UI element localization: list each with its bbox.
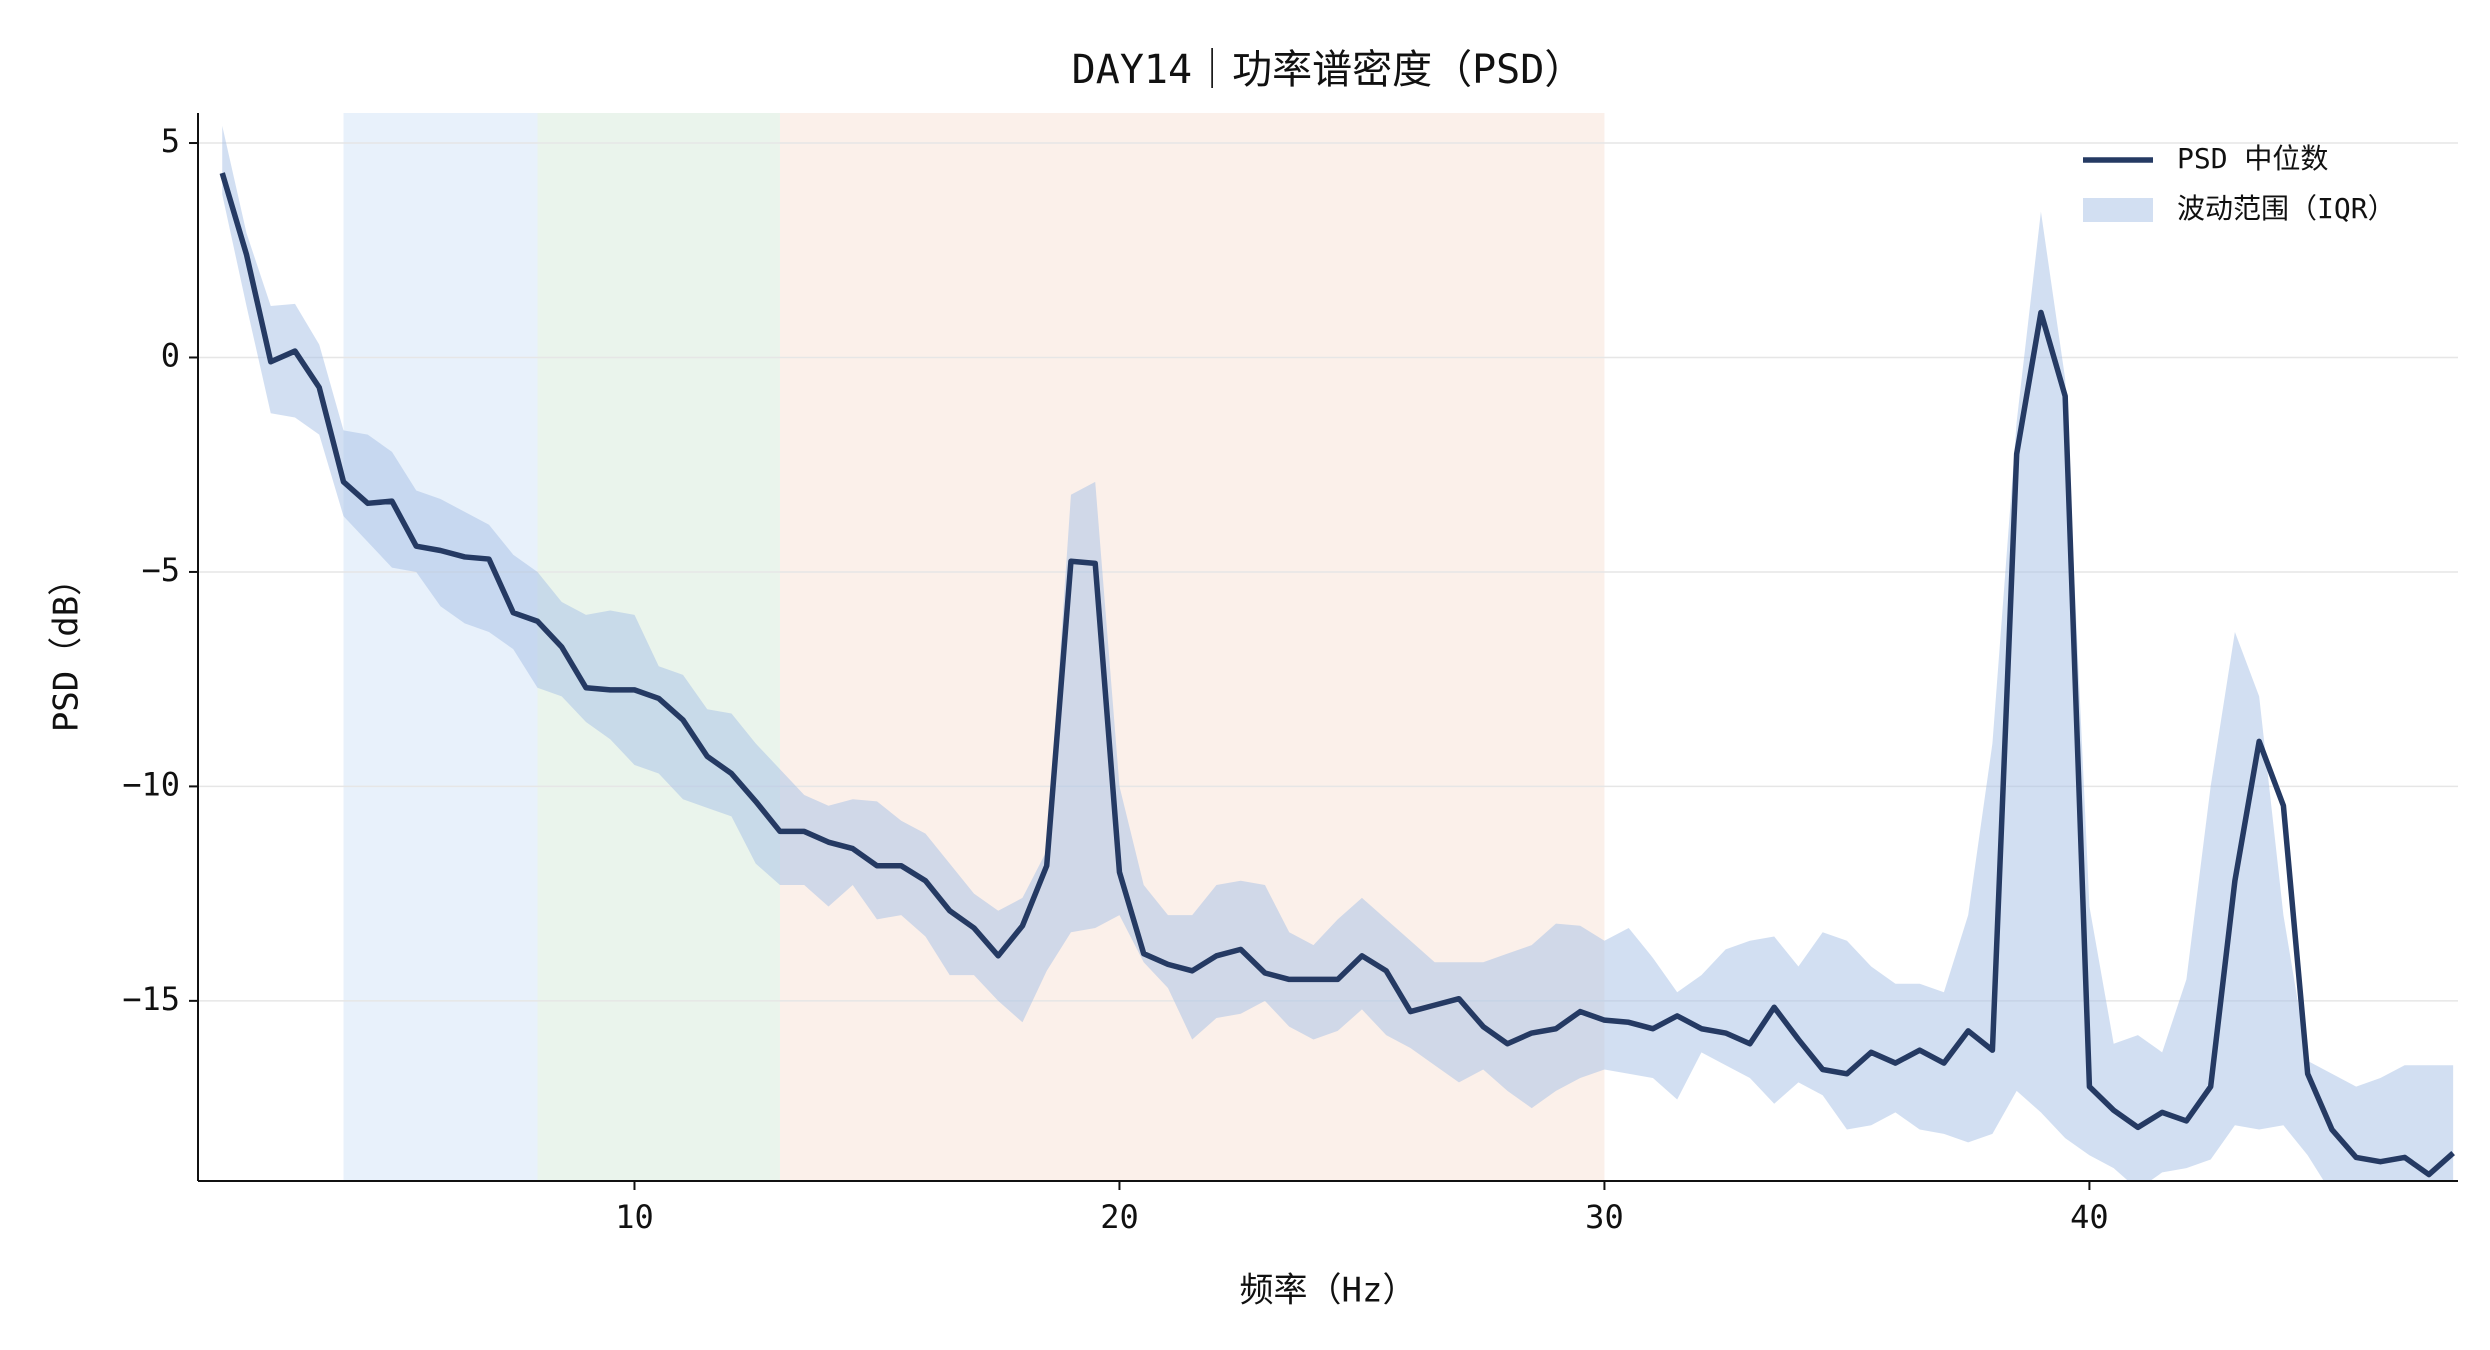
y-tick-label: 5 [161,122,180,160]
plot-area [198,113,2458,1181]
frequency-band [343,113,538,1181]
x-tick-label: 10 [615,1198,654,1236]
y-axis-label: PSD（dB） [47,562,87,732]
x-tick-label: 30 [1585,1198,1624,1236]
median-line [219,172,2455,1178]
chart-title: DAY14｜功率谱密度（PSD） [1072,47,1585,93]
x-axis-label: 频率（Hz） [1240,1271,1417,1311]
legend-label: 波动范围（IQR） [2177,192,2396,225]
y-tick-label: −15 [122,980,180,1018]
legend-swatch [2083,198,2153,222]
y-tick-label: −10 [122,765,180,803]
y-tick-label: 0 [161,336,180,374]
x-tick-label: 40 [2070,1198,2109,1236]
x-tick-label: 20 [1100,1198,1139,1236]
y-tick-label: −5 [141,551,180,589]
legend-label: PSD 中位数 [2177,142,2328,175]
